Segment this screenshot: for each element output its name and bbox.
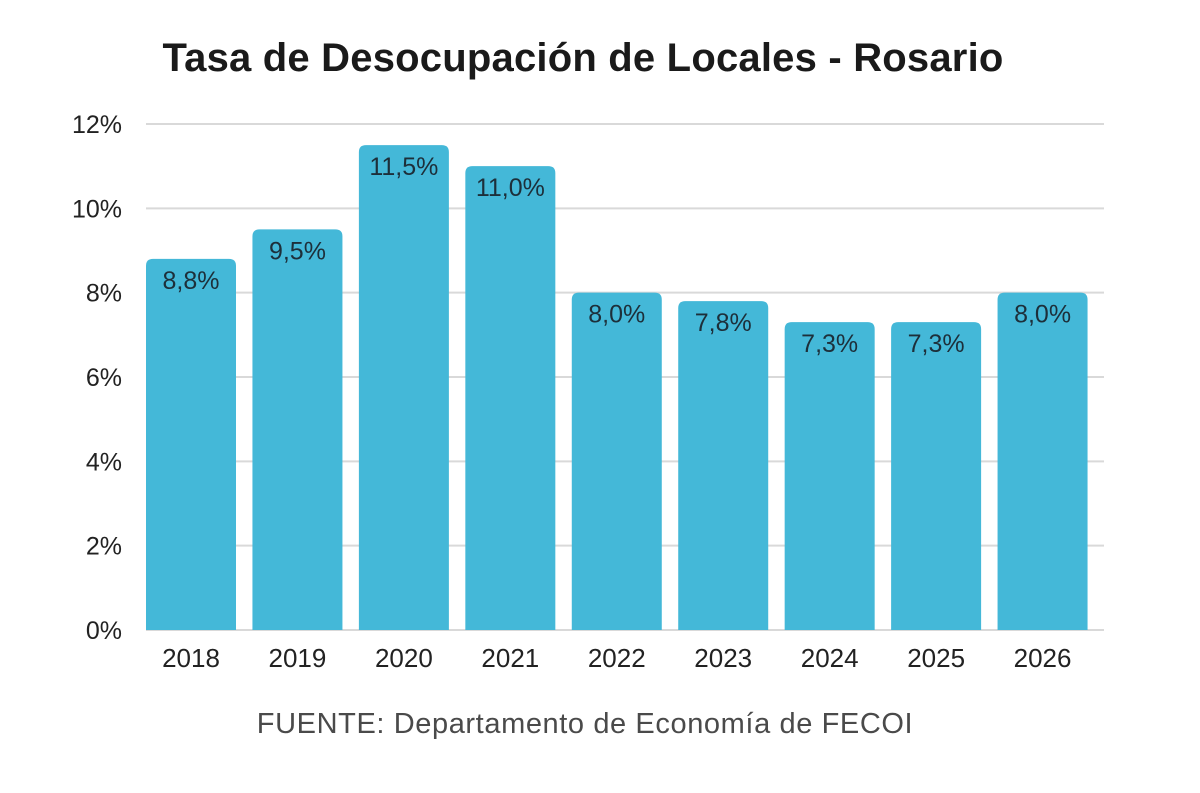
data-label-2021: 11,0% <box>476 174 545 202</box>
x-tick-label-2026: 2026 <box>1014 643 1072 673</box>
x-tick-label-2024: 2024 <box>801 643 859 673</box>
x-tick-label-2019: 2019 <box>269 643 327 673</box>
bar-2020 <box>358 145 449 631</box>
data-label-2025: 7,3% <box>908 330 965 358</box>
data-label-2024: 7,3% <box>801 330 858 358</box>
bar-2022 <box>571 292 662 630</box>
x-tick-label-2022: 2022 <box>588 643 646 673</box>
bar-2021 <box>465 166 556 630</box>
x-tick-label-2021: 2021 <box>481 643 539 673</box>
bar-2025 <box>891 322 982 630</box>
y-tick-label: 4% <box>86 448 122 476</box>
y-tick-label: 2% <box>86 533 122 561</box>
data-labels: 8,8% 9,5% 11,5% 11,0% 8,0% 7,8% 7,3% 7,3% 8,0% <box>163 153 1072 358</box>
data-label-2026: 8,0% <box>1014 301 1071 329</box>
chart-title: Tasa de Desocupación de Locales - Rosari… <box>162 36 1004 80</box>
y-axis-ticks: 0% 2% 4% 6% 8% 10% 12% <box>72 111 122 645</box>
x-axis-ticks: 2018 2019 2020 2021 2022 2023 2024 2025 2026 <box>162 643 1071 673</box>
source-note: FUENTE: Departamento de Economía de FECO… <box>256 708 914 740</box>
bar-2026 <box>997 292 1088 630</box>
x-tick-label-2023: 2023 <box>694 643 752 673</box>
bar-2023 <box>678 301 769 630</box>
data-label-2023: 7,8% <box>695 309 752 337</box>
data-label-2018: 8,8% <box>163 267 220 295</box>
bar-2018 <box>146 258 236 630</box>
y-tick-label: 0% <box>86 617 122 645</box>
x-tick-label-2025: 2025 <box>907 643 965 673</box>
bar-2024 <box>784 322 875 630</box>
x-tick-label-2020: 2020 <box>375 643 433 673</box>
bar-2019 <box>252 229 343 630</box>
data-label-2020: 11,5% <box>369 153 438 181</box>
x-tick-label-2018: 2018 <box>162 643 220 673</box>
bars <box>146 145 1088 631</box>
y-tick-label: 12% <box>72 111 122 139</box>
y-tick-label: 6% <box>86 364 122 392</box>
y-tick-label: 8% <box>86 280 122 308</box>
data-label-2019: 9,5% <box>269 237 326 265</box>
data-label-2022: 8,0% <box>588 301 645 329</box>
y-tick-label: 10% <box>72 195 122 223</box>
